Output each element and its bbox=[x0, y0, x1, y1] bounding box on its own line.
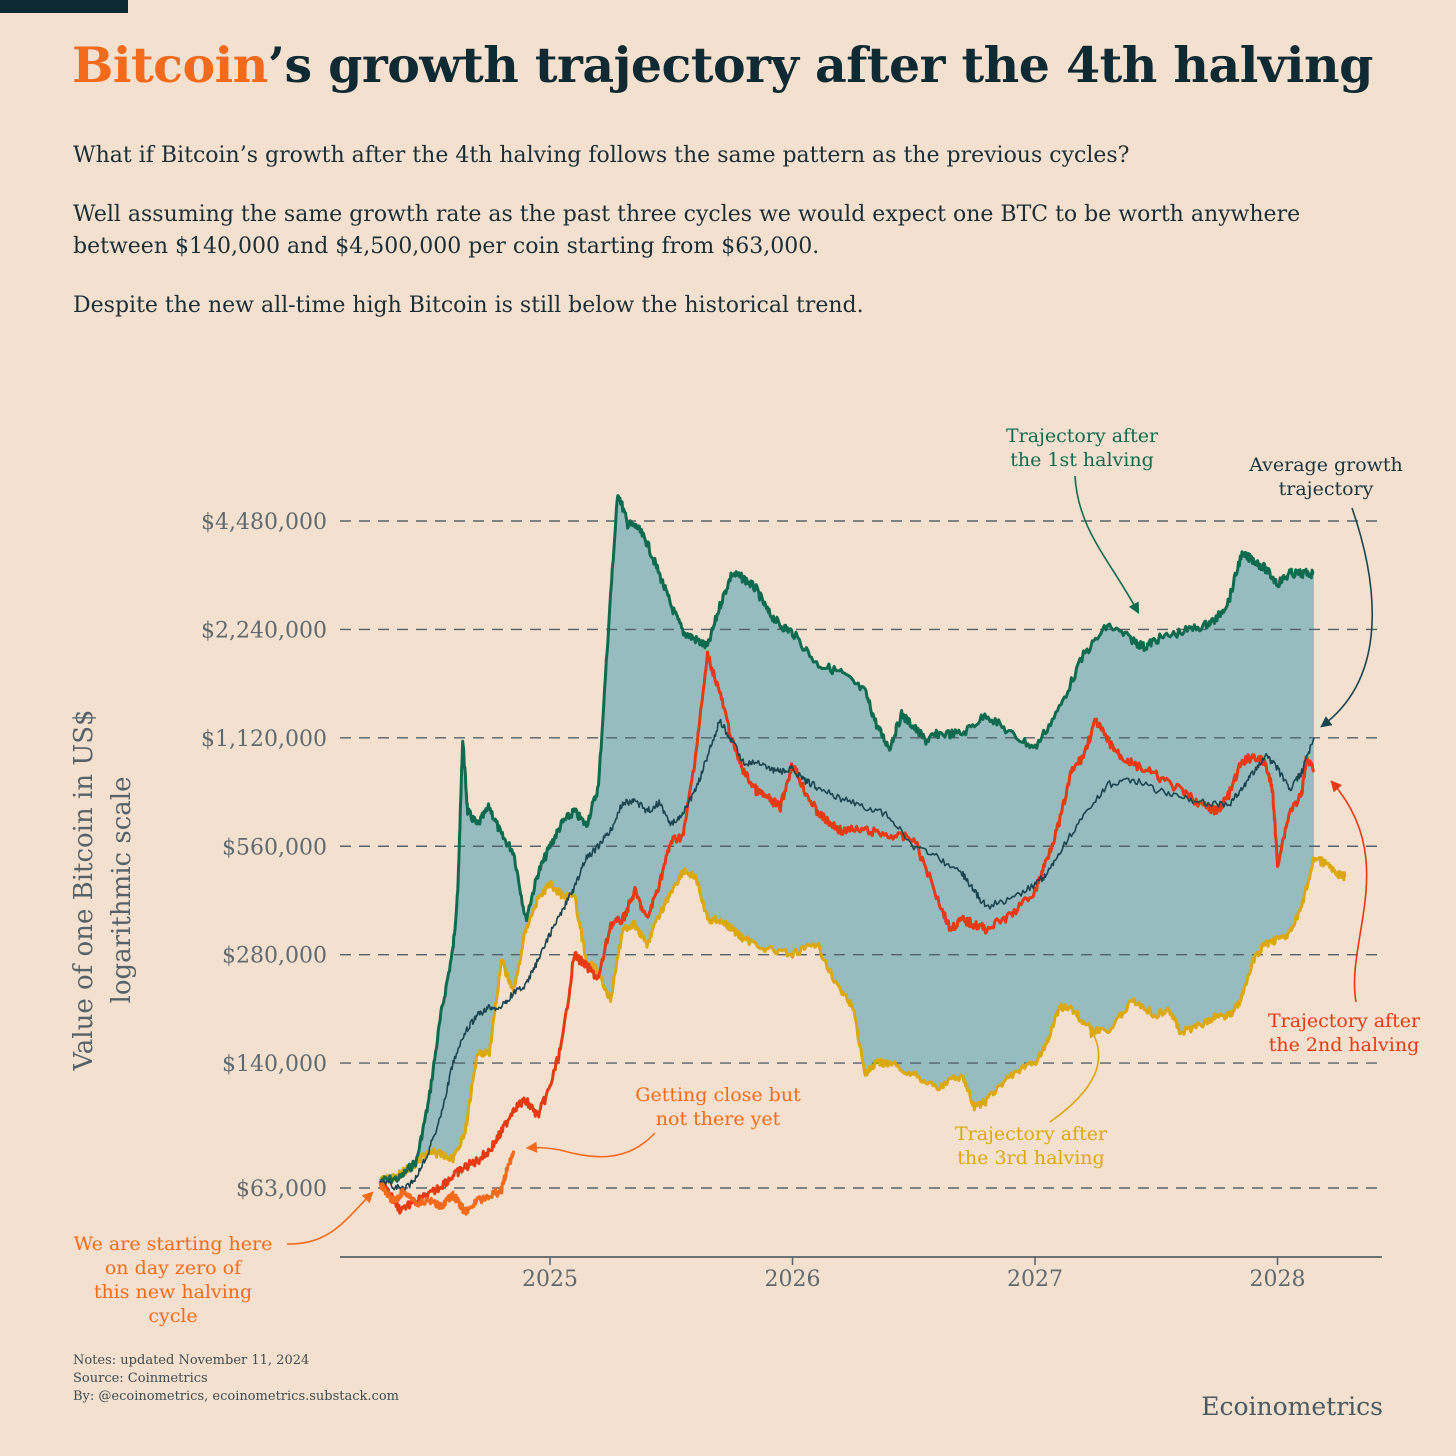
annotation-start-line-3: this new halving bbox=[94, 1281, 252, 1303]
series-line-average bbox=[379, 718, 1315, 1193]
annotation-close-line-1: Getting close but bbox=[635, 1084, 801, 1106]
series-layer bbox=[378, 494, 1347, 1216]
annotation-first-line-1: Trajectory after bbox=[1006, 425, 1159, 447]
x-tick-label: 2028 bbox=[1250, 1267, 1306, 1292]
annotation-second-arrow bbox=[1330, 780, 1368, 1003]
intro-paragraph-1: What if Bitcoin’s growth after the 4th h… bbox=[73, 143, 1130, 168]
gridline-layer: $63,000 $140,000 $280,000 $560,000 $1,120,00… bbox=[201, 510, 1382, 1202]
band-layer bbox=[380, 495, 1314, 1184]
annotation-third-arrow bbox=[1049, 1026, 1100, 1123]
byline: By: @ecoinometrics, ecoinometrics.substa… bbox=[73, 1389, 399, 1404]
annotation-first-line-2: the 1st halving bbox=[1010, 449, 1154, 471]
y-tick-label: $4,480,000 bbox=[201, 510, 327, 535]
notes-line: Notes: updated November 11, 2024 bbox=[73, 1353, 310, 1368]
annotation-second-line-2: the 2nd halving bbox=[1269, 1034, 1420, 1056]
y-axis-title: Value of one Bitcoin in US$ logarithmic … bbox=[69, 709, 137, 1071]
annotation-close-arrow bbox=[525, 1132, 656, 1158]
x-tick-label: 2025 bbox=[522, 1267, 578, 1292]
annotation-second-line-1: Trajectory after bbox=[1268, 1010, 1421, 1032]
series-line-third-halving bbox=[378, 855, 1347, 1186]
intro-paragraph-2: Well assuming the same growth rate as th… bbox=[73, 202, 1301, 259]
page-title: Bitcoin’s growth trajectory after the 4t… bbox=[72, 36, 1373, 94]
intro-paragraph-3: Despite the new all-time high Bitcoin is… bbox=[73, 293, 864, 318]
annotation-start-line-1: We are starting here bbox=[74, 1233, 273, 1255]
x-tick-label: 2026 bbox=[765, 1267, 821, 1292]
source-line: Source: Coinmetrics bbox=[73, 1371, 208, 1386]
annotations: Trajectory after the 1st halving Average… bbox=[74, 425, 1421, 1327]
y-tick-label: $560,000 bbox=[222, 835, 327, 860]
brand-name: Ecoinometrics bbox=[1201, 1392, 1383, 1421]
annotation-start-line-2: on day zero of bbox=[105, 1257, 243, 1279]
trajectory-band bbox=[380, 495, 1314, 1184]
annotation-start-arrow bbox=[286, 1191, 374, 1245]
annotation-average-arrow bbox=[1320, 507, 1373, 728]
intro-text: What if Bitcoin’s growth after the 4th h… bbox=[73, 140, 1373, 349]
y-tick-label: $280,000 bbox=[222, 944, 327, 969]
annotation-first-arrow bbox=[1074, 475, 1140, 614]
series-line-current-cycle bbox=[378, 1150, 516, 1216]
x-tick-label: 2027 bbox=[1007, 1267, 1063, 1292]
axes-layer: 2025 2026 2027 2028 bbox=[340, 1256, 1382, 1292]
annotation-close-line-2: not there yet bbox=[656, 1108, 781, 1130]
y-tick-label: $2,240,000 bbox=[201, 618, 327, 643]
y-axis-title-line-1: Value of one Bitcoin in US$ bbox=[69, 709, 99, 1071]
footer-notes: Notes: updated November 11, 2024 Source:… bbox=[73, 1352, 399, 1406]
y-tick-label: $1,120,000 bbox=[201, 727, 327, 752]
y-axis-title-line-2: logarithmic scale bbox=[107, 777, 137, 1004]
annotation-average-line-2: trajectory bbox=[1279, 478, 1374, 500]
annotation-third-line-1: Trajectory after bbox=[955, 1123, 1108, 1145]
title-accent: Bitcoin bbox=[72, 36, 268, 94]
y-tick-label: $63,000 bbox=[236, 1177, 327, 1202]
annotation-average-line-1: Average growth bbox=[1248, 454, 1403, 476]
series-line-second-halving bbox=[378, 650, 1316, 1215]
corner-accent-bar bbox=[0, 0, 128, 13]
y-tick-label: $140,000 bbox=[222, 1052, 327, 1077]
annotation-start-line-4: cycle bbox=[148, 1305, 197, 1327]
annotation-third-line-2: the 3rd halving bbox=[957, 1147, 1104, 1169]
title-rest: ’s growth trajectory after the 4th halvi… bbox=[267, 36, 1373, 94]
series-line-first-halving bbox=[379, 494, 1315, 1185]
